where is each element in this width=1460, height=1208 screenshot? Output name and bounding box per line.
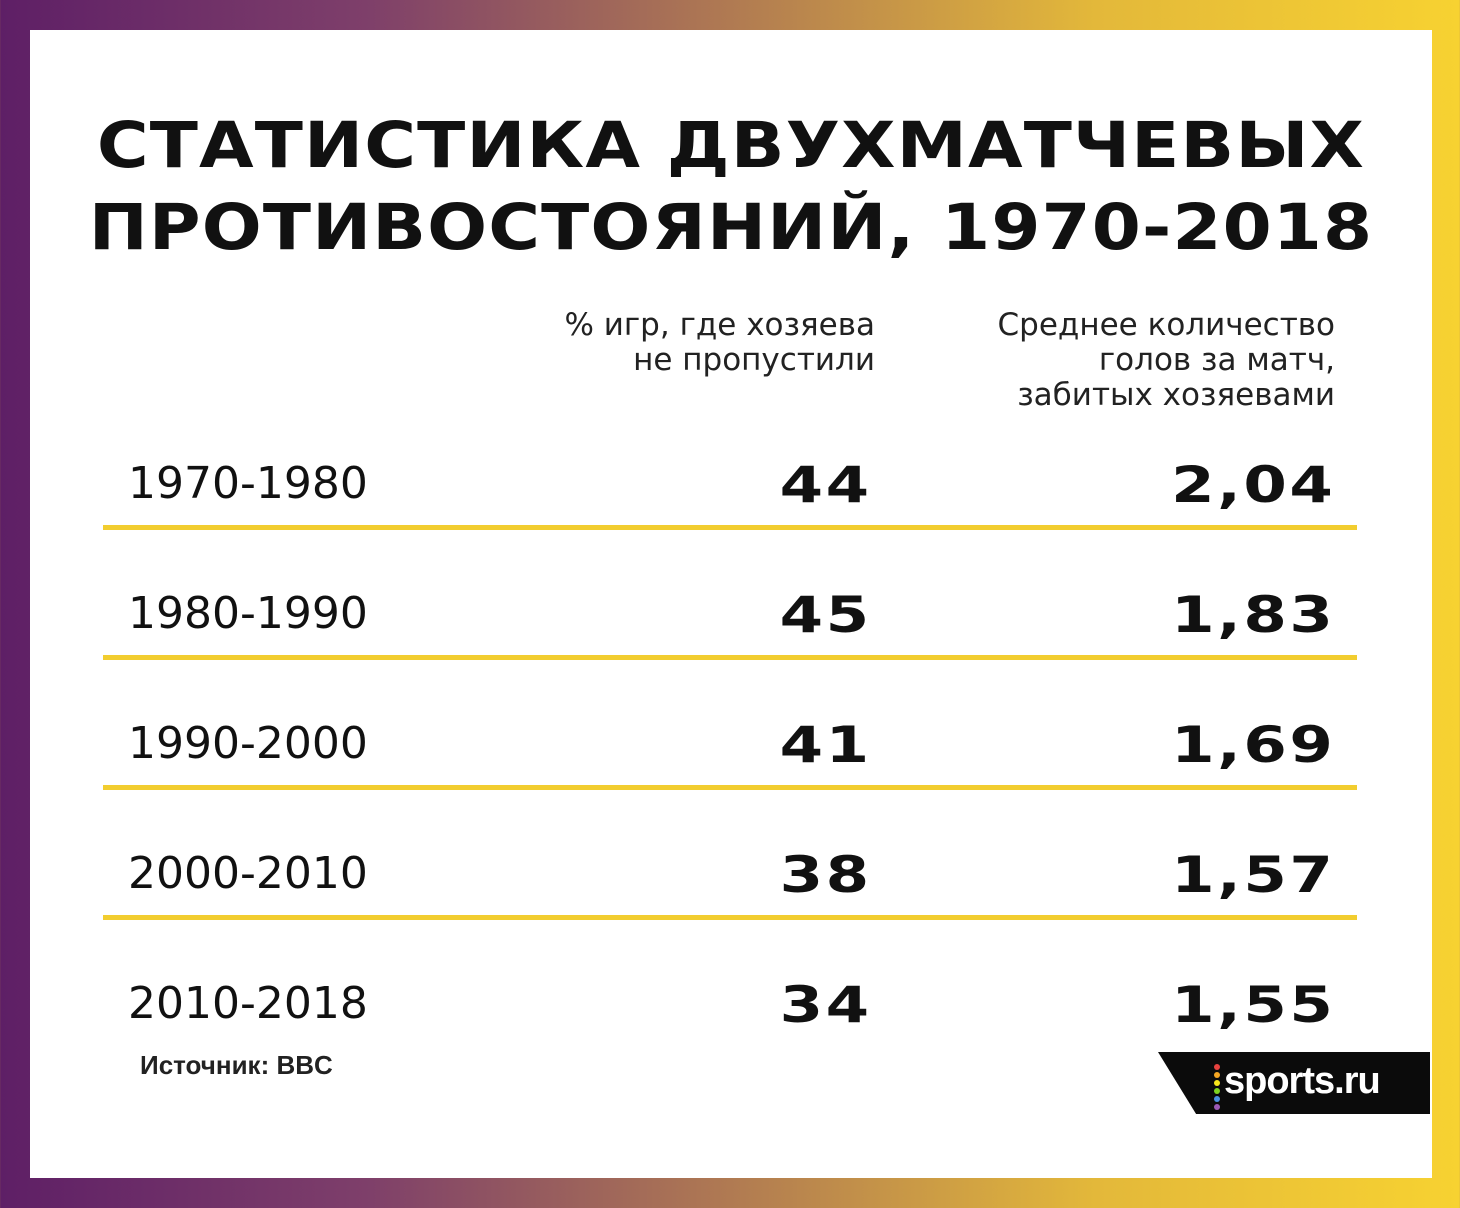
column-header-line: % игр, где хозяева xyxy=(564,307,875,343)
infographic-card: СТАТИСТИКА ДВУХМАТЧЕВЫХ ПРОТИВОСТОЯНИЙ, … xyxy=(30,30,1432,1178)
period-label: 2010-2018 xyxy=(128,978,368,1029)
row-divider xyxy=(103,785,1357,790)
period-label: 2000-2010 xyxy=(128,848,368,899)
logo-dot xyxy=(1214,1080,1220,1086)
title-line-2: ПРОТИВОСТОЯНИЙ, 1970-2018 xyxy=(88,191,1374,264)
column-header-line: не пропустили xyxy=(633,342,875,378)
table-row: 1990-2000 41 1,69 xyxy=(30,690,1432,820)
table-row: 2000-2010 38 1,57 xyxy=(30,820,1432,950)
logo-dots-icon xyxy=(1214,1064,1220,1112)
column-header-clean-sheets: % игр, где хозяева не пропустили xyxy=(455,308,875,378)
column-header-line: Среднее количество xyxy=(997,307,1335,343)
column-header-average-goals: Среднее количество голов за матч, забиты… xyxy=(915,308,1335,413)
title-line-1: СТАТИСТИКА ДВУХМАТЧЕВЫХ xyxy=(96,109,1366,182)
sports-ru-logo: sports.ru xyxy=(1158,1052,1430,1114)
table-row: 2010-2018 34 1,55 xyxy=(30,950,1432,1080)
table-row: 1980-1990 45 1,83 xyxy=(30,560,1432,690)
row-divider xyxy=(103,655,1357,660)
row-divider xyxy=(103,525,1357,530)
average-goals-value: 1,69 xyxy=(1170,716,1335,774)
period-label: 1990-2000 xyxy=(128,718,368,769)
period-label: 1980-1990 xyxy=(128,588,368,639)
clean-sheet-value: 44 xyxy=(780,456,872,514)
row-divider xyxy=(103,915,1357,920)
average-goals-value: 1,57 xyxy=(1170,846,1335,904)
page-title: СТАТИСТИКА ДВУХМАТЧЕВЫХ ПРОТИВОСТОЯНИЙ, … xyxy=(0,105,1460,269)
period-label: 1970-1980 xyxy=(128,458,368,509)
logo-dot xyxy=(1214,1072,1220,1078)
column-header-line: голов за матч, xyxy=(1098,342,1335,378)
clean-sheet-value: 41 xyxy=(780,716,872,774)
average-goals-value: 1,83 xyxy=(1170,586,1335,644)
logo-text: sports.ru xyxy=(1224,1060,1381,1102)
logo-dot xyxy=(1214,1088,1220,1094)
source-note: Источник: BBC xyxy=(140,1050,333,1080)
logo-dot xyxy=(1214,1096,1220,1102)
clean-sheet-value: 45 xyxy=(780,586,872,644)
column-header-line: забитых хозяевами xyxy=(1017,377,1335,413)
average-goals-value: 2,04 xyxy=(1170,456,1335,514)
logo-dot xyxy=(1214,1064,1220,1070)
average-goals-value: 1,55 xyxy=(1170,976,1335,1034)
clean-sheet-value: 34 xyxy=(780,976,872,1034)
logo-dot xyxy=(1214,1104,1220,1110)
clean-sheet-value: 38 xyxy=(780,846,872,904)
table-row: 1970-1980 44 2,04 xyxy=(30,430,1432,560)
